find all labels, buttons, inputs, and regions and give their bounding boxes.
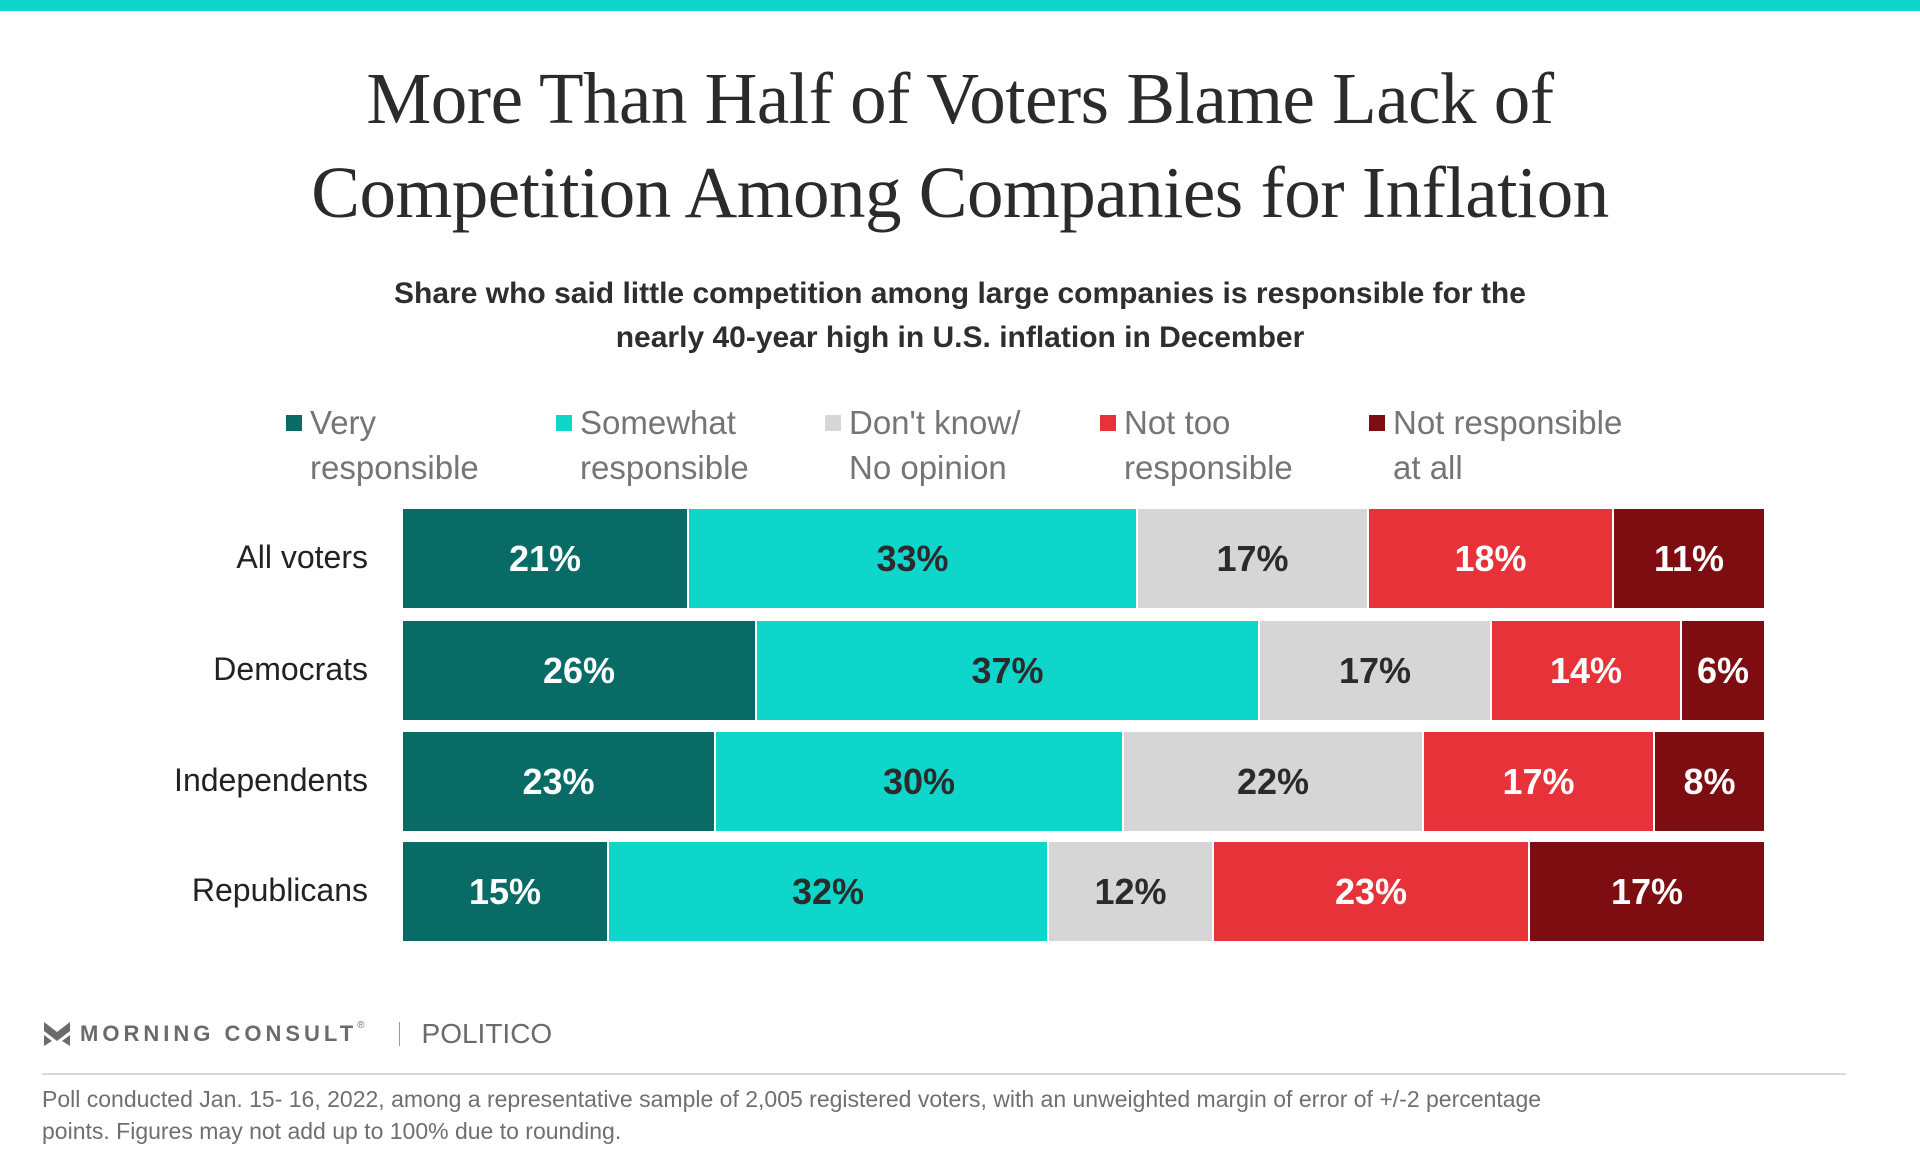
- bar-segment: 17%: [1260, 621, 1492, 720]
- legend-item: Don't know/No opinion: [825, 400, 1021, 490]
- row-label: Independents: [174, 762, 368, 798]
- legend-label: Not responsible: [1393, 404, 1623, 441]
- data-label: 37%: [971, 649, 1044, 691]
- bar-segment: 17%: [1138, 509, 1369, 608]
- chart-title-line2: Competition Among Companies for Inflatio…: [311, 152, 1609, 233]
- row-label: All voters: [236, 539, 368, 575]
- legend-item: Not responsible at all: [1369, 400, 1623, 490]
- subtitle-line1: Share who said little competition among …: [394, 277, 1526, 310]
- legend-swatch-icon: [1100, 415, 1116, 431]
- bar-segment: 14%: [1492, 621, 1682, 720]
- data-label: 17%: [1338, 649, 1412, 691]
- brand-separator: [398, 1022, 400, 1046]
- note-line1: Poll conducted Jan. 15- 16, 2022, among …: [42, 1086, 1542, 1112]
- data-label: 23%: [522, 760, 595, 802]
- data-label: 15%: [468, 870, 542, 912]
- legend-swatch-icon: [1369, 415, 1385, 431]
- chart-subtitle: Share who said little competition among …: [0, 272, 1920, 360]
- stacked-bar: 21% 33% 17% 18% 11%: [403, 509, 1764, 608]
- legend-item: Not too responsible: [1100, 400, 1293, 490]
- legend-label: responsible: [1124, 449, 1293, 486]
- data-label: 12%: [1094, 870, 1167, 912]
- legend-label: Not too: [1124, 404, 1231, 441]
- bar-segment: 18%: [1369, 509, 1614, 608]
- data-label: 6%: [1696, 649, 1750, 691]
- data-label: 23%: [1334, 870, 1408, 912]
- legend-label: at all: [1393, 449, 1463, 486]
- bar-segment: 12%: [1049, 842, 1214, 941]
- data-label: 33%: [876, 537, 949, 579]
- bar-segment: 17%: [1530, 842, 1764, 941]
- legend-item: Very responsible: [286, 400, 479, 490]
- subtitle-line2: nearly 40-year high in U.S. inflation in…: [615, 321, 1305, 354]
- data-label: 8%: [1683, 760, 1736, 802]
- bar-segment: 17%: [1424, 732, 1655, 831]
- bar-segment: 21%: [403, 509, 689, 608]
- morning-consult-brand: MORNING CONSULT: [80, 1021, 358, 1046]
- legend-label: responsible: [310, 449, 479, 486]
- data-label: 17%: [1216, 537, 1289, 579]
- bar-segment: 33%: [689, 509, 1138, 608]
- footer-logos: MORNING CONSULT ® POLITICO: [44, 1018, 552, 1050]
- data-label: 32%: [791, 870, 865, 912]
- data-label: 30%: [882, 760, 956, 802]
- data-label: 11%: [1653, 537, 1725, 579]
- legend-label: Somewhat: [580, 404, 736, 441]
- data-label: 22%: [1236, 760, 1310, 802]
- stacked-bar: 23% 30% 22% 17% 8%: [403, 732, 1764, 831]
- data-label: 21%: [508, 537, 582, 579]
- data-label: 17%: [1610, 870, 1684, 912]
- bar-segment: 23%: [1214, 842, 1530, 941]
- bar-segment: 26%: [403, 621, 757, 720]
- bar-segment: 6%: [1682, 621, 1764, 720]
- legend-label: responsible: [580, 449, 749, 486]
- bar-segment: 15%: [403, 842, 609, 941]
- bar-segment: 22%: [1124, 732, 1424, 831]
- morning-consult-logo-icon: [44, 1022, 70, 1046]
- politico-brand: POLITICO: [421, 1018, 553, 1049]
- legend-swatch-icon: [286, 415, 302, 431]
- legend-swatch-icon: [556, 415, 572, 431]
- chart-title-line1: More Than Half of Voters Blame Lack of: [366, 58, 1554, 139]
- data-label: 26%: [542, 649, 616, 691]
- stacked-bar: 26% 37% 17% 14% 6%: [403, 621, 1764, 720]
- bar-segment: 37%: [757, 621, 1260, 720]
- bar-segment: 8%: [1655, 732, 1764, 831]
- legend-label: Don't know/: [849, 404, 1021, 441]
- bar-segment: 11%: [1614, 509, 1764, 608]
- methodology-note: Poll conducted Jan. 15- 16, 2022, among …: [42, 1083, 1842, 1147]
- note-line2: points. Figures may not add up to 100% d…: [42, 1118, 622, 1144]
- data-label: 14%: [1549, 649, 1623, 691]
- row-label: Republicans: [191, 872, 368, 908]
- stacked-bar: 15% 32% 12% 23% 17%: [403, 842, 1764, 941]
- legend-swatch-icon: [825, 415, 841, 431]
- legend-item: Somewhat responsible: [556, 400, 749, 490]
- top-accent-bar: [0, 0, 1920, 11]
- footer-divider: [42, 1073, 1846, 1075]
- row-label: Democrats: [213, 651, 368, 687]
- bar-segment: 30%: [716, 732, 1124, 831]
- data-label: 17%: [1502, 760, 1575, 802]
- bar-segment: 32%: [609, 842, 1049, 941]
- legend-label: Very: [310, 404, 377, 441]
- data-label: 18%: [1454, 537, 1527, 579]
- registered-mark: ®: [357, 1020, 365, 1031]
- bar-segment: 23%: [403, 732, 716, 831]
- legend-label: No opinion: [849, 449, 1007, 486]
